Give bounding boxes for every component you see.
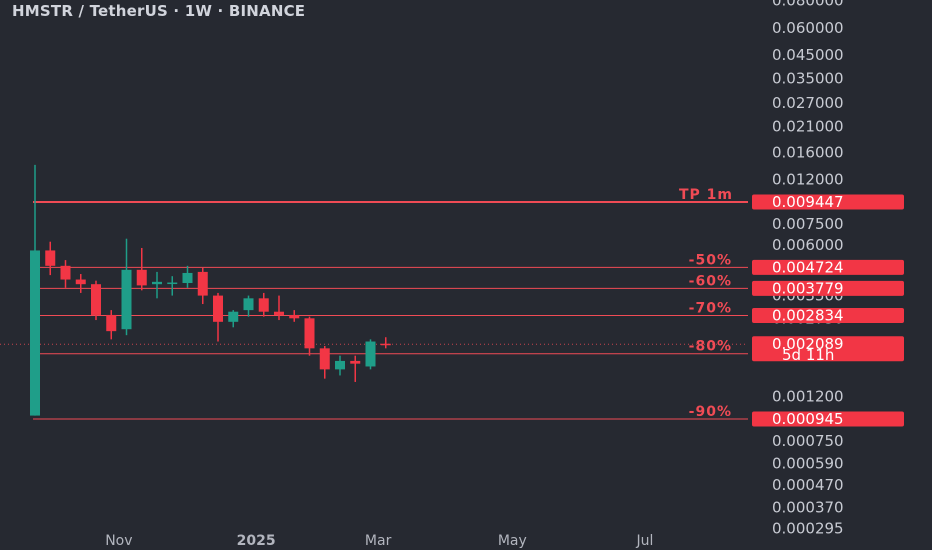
price-tick-label: 0.000750: [772, 432, 844, 450]
time-tick-label: Nov: [105, 533, 132, 549]
time-tick-label: May: [498, 533, 527, 549]
candle[interactable]: [289, 310, 300, 322]
price-tick-label: 0.060000: [772, 19, 844, 37]
candle-body: [152, 281, 162, 285]
candle-body: [228, 311, 239, 322]
price-tick-label: 0.027000: [772, 94, 844, 112]
candle[interactable]: [335, 355, 345, 376]
candle-body: [197, 271, 208, 296]
svg-text:0.004724: 0.004724: [772, 258, 844, 276]
level-price-tag: 0.003779: [752, 279, 904, 297]
candle-body: [106, 314, 117, 332]
candle-body: [60, 265, 71, 280]
candle-body: [258, 298, 269, 312]
candle-body: [243, 298, 254, 311]
candle[interactable]: [274, 295, 284, 321]
price-tick-label: 0.035000: [772, 70, 844, 88]
price-tick-label: 0.001200: [772, 387, 844, 405]
candle-body: [75, 279, 86, 285]
price-tick-label: 0.007500: [772, 215, 844, 233]
level-label: -90%: [689, 404, 732, 420]
candle[interactable]: [197, 267, 208, 305]
price-tick-label: 0.000295: [772, 520, 844, 538]
candle-body: [182, 272, 193, 284]
candle[interactable]: [304, 316, 315, 356]
price-tick-label: 0.006000: [772, 236, 844, 254]
level-label: -80%: [689, 339, 732, 355]
level-price-tag: 0.000945: [752, 410, 904, 428]
candle-body: [304, 318, 315, 349]
candle-body: [319, 348, 330, 370]
current-price-value: 0.002089: [772, 335, 844, 353]
svg-text:0.003779: 0.003779: [772, 279, 844, 297]
price-tick-label: 0.016000: [772, 143, 844, 161]
candle[interactable]: [106, 310, 117, 340]
time-tick-label: 2025: [237, 533, 276, 549]
candle-body: [380, 343, 391, 346]
candle-body: [136, 269, 147, 286]
candle[interactable]: [380, 337, 391, 349]
candle-body: [213, 295, 223, 322]
candle[interactable]: [258, 292, 269, 317]
candle[interactable]: [365, 339, 376, 370]
svg-text:0.000945: 0.000945: [772, 410, 844, 428]
candle[interactable]: [136, 247, 147, 291]
price-tick-label: 0.000370: [772, 498, 844, 516]
price-tick-label: 0.000470: [772, 476, 844, 494]
candle[interactable]: [60, 260, 71, 288]
level-label: TP 1m: [679, 187, 733, 203]
candle-body: [45, 250, 56, 266]
candle-body: [91, 284, 101, 315]
candle[interactable]: [91, 280, 101, 321]
level-price-tag: 0.009447: [752, 193, 904, 211]
bar-countdown: 5d 11h: [782, 346, 834, 364]
candle[interactable]: [45, 241, 56, 276]
price-tick-label: 0.080000: [772, 0, 844, 10]
candle-body: [274, 311, 284, 315]
time-tick-label: Mar: [365, 533, 392, 549]
svg-text:0.009447: 0.009447: [772, 193, 844, 211]
candle[interactable]: [121, 238, 132, 336]
candle[interactable]: [75, 274, 86, 293]
candle-body: [30, 250, 40, 416]
price-tick-label: 0.000590: [772, 454, 844, 472]
price-tick-label: 0.045000: [772, 46, 844, 64]
price-tags: 0.0094470.0047240.0037790.0028340.001889…: [752, 193, 904, 428]
level-price-tag: 0.002834: [752, 306, 904, 324]
candle[interactable]: [228, 310, 239, 328]
candle[interactable]: [213, 292, 223, 342]
candle[interactable]: [319, 346, 330, 379]
level-price-tag: 0.004724: [752, 258, 904, 276]
svg-text:0.002834: 0.002834: [772, 306, 844, 324]
level-label: -50%: [689, 252, 732, 268]
level-lines: TP 1m -50% -60% -70% -80% -90%: [0, 187, 748, 420]
symbol-title: HMSTR / TetherUS · 1W · BINANCE: [12, 2, 306, 20]
level-label: -70%: [689, 300, 732, 316]
time-tick-label: Jul: [636, 533, 654, 549]
candle-body: [365, 341, 376, 367]
candle-body: [167, 282, 178, 285]
candle-body: [335, 360, 345, 370]
price-tick-label: 0.012000: [772, 170, 844, 188]
level-label: -60%: [689, 273, 732, 289]
time-axis: Nov 2025 Mar May Jul: [105, 533, 653, 549]
price-tick-label: 0.021000: [772, 118, 844, 136]
candle-body: [289, 314, 300, 319]
candle[interactable]: [350, 355, 361, 382]
candle[interactable]: [243, 295, 254, 317]
candle-body: [350, 360, 361, 364]
candle[interactable]: [167, 276, 178, 296]
candle[interactable]: [182, 265, 193, 288]
candles: [30, 164, 391, 416]
candle[interactable]: [30, 164, 40, 416]
candle-body: [121, 269, 132, 330]
candle[interactable]: [152, 271, 162, 299]
